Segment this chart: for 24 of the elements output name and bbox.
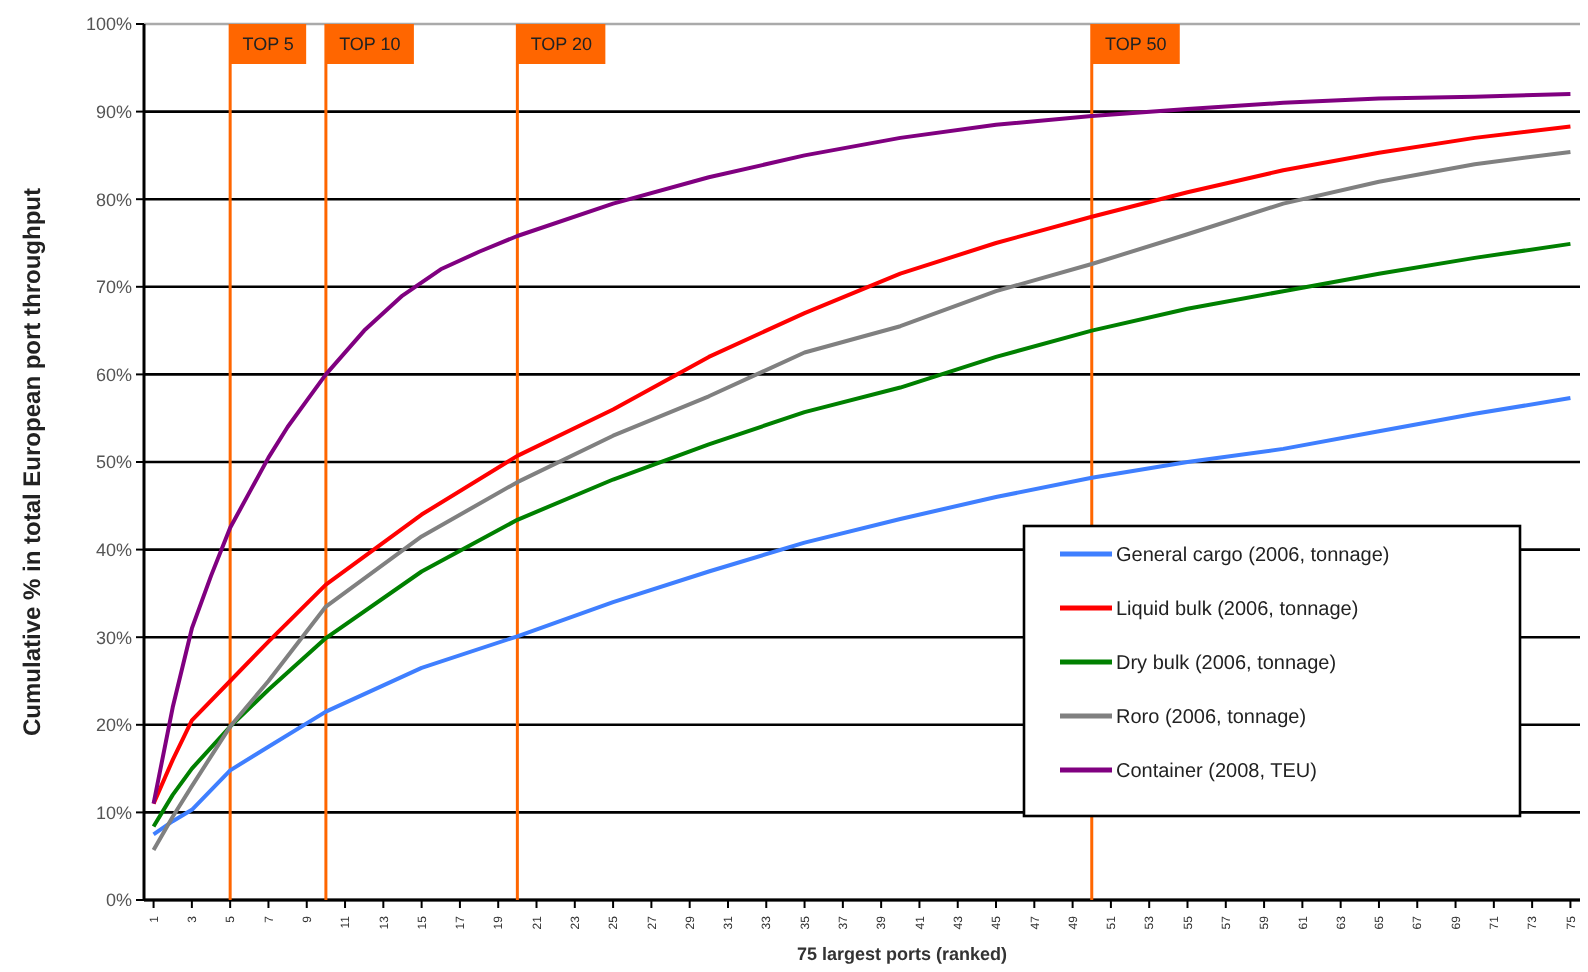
- line-series: [151, 396, 1573, 837]
- y-tick-label: 80%: [95, 189, 132, 210]
- legend-label: Liquid bulk (2006, tonnage): [1116, 599, 1359, 621]
- ref-line-label: TOP 5: [242, 34, 294, 55]
- legend-label: Dry bulk (2006, tonnage): [1116, 653, 1337, 675]
- ref-line-label: TOP 50: [1105, 34, 1167, 55]
- y-tick-label: 0%: [105, 890, 132, 911]
- ref-line-label: TOP 10: [339, 34, 401, 55]
- legend-label: General cargo (2006, tonnage): [1116, 545, 1390, 567]
- y-tick-label: 10%: [95, 802, 132, 823]
- y-tick-label: 90%: [95, 101, 132, 122]
- y-axis-title: Cumulative % in total European port throughput: [18, 188, 46, 736]
- y-tick-label: 60%: [95, 364, 132, 385]
- ref-line-label: TOP 20: [530, 34, 593, 55]
- y-tick-label: 40%: [95, 539, 132, 560]
- x-axis-title: 75 largest ports (ranked): [796, 944, 1008, 964]
- y-tick-label: 20%: [95, 715, 132, 736]
- y-tick-label: 50%: [95, 452, 132, 473]
- y-tick-label: 30%: [95, 627, 132, 648]
- line-series: [151, 241, 1573, 829]
- y-tick-label: 100%: [85, 14, 132, 35]
- legend-label: Roro (2006, tonnage): [1116, 707, 1307, 729]
- legend-label: Container (2008, TEU): [1116, 761, 1317, 783]
- y-tick-label: 70%: [95, 277, 132, 298]
